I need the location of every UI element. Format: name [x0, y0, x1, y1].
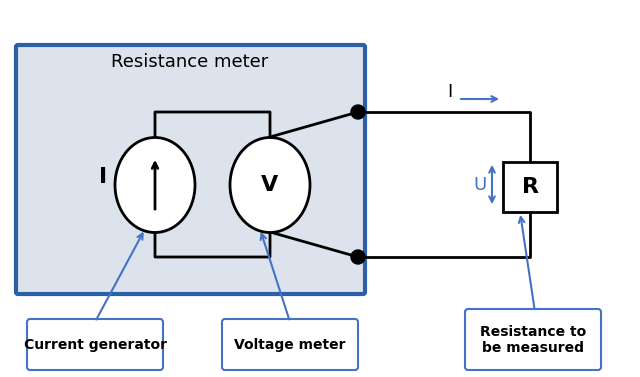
- FancyBboxPatch shape: [27, 319, 163, 370]
- Text: Current generator: Current generator: [24, 338, 166, 352]
- Text: Resistance to
be measured: Resistance to be measured: [480, 325, 586, 355]
- Circle shape: [351, 105, 365, 119]
- Text: V: V: [261, 175, 278, 195]
- FancyBboxPatch shape: [16, 45, 365, 294]
- Ellipse shape: [230, 138, 310, 233]
- FancyBboxPatch shape: [222, 319, 358, 370]
- Text: R: R: [522, 177, 538, 197]
- FancyBboxPatch shape: [503, 162, 557, 212]
- Text: I: I: [99, 167, 107, 187]
- Circle shape: [351, 250, 365, 264]
- FancyBboxPatch shape: [465, 309, 601, 370]
- Text: Voltage meter: Voltage meter: [234, 338, 346, 352]
- Ellipse shape: [115, 138, 195, 233]
- Text: Resistance meter: Resistance meter: [111, 53, 269, 71]
- Text: U: U: [474, 176, 486, 194]
- Text: I: I: [447, 83, 452, 101]
